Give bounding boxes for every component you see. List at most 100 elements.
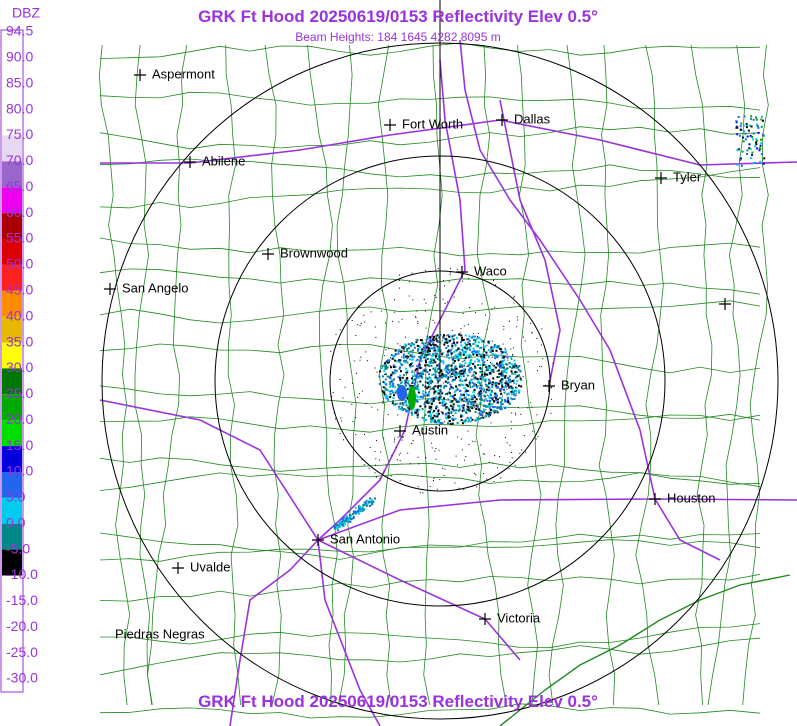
echo-pixel [428,405,431,408]
echo-pixel [484,380,487,383]
echo-pixel [466,408,469,411]
echo-pixel [443,386,446,389]
legend-swatch [2,549,22,576]
echo-pixel [458,408,461,411]
echo-pixel [422,370,425,373]
echo-pixel [375,464,376,466]
echo-pixel [474,396,476,399]
echo-pixel [515,364,518,367]
echo-pixel [465,400,468,402]
echo-pixel [452,368,455,371]
echo-pixel [461,394,464,397]
echo-pixel [451,371,454,374]
echo-pixel [471,401,474,404]
echo-pixel [461,398,464,401]
echo-pixel [368,467,370,469]
county-line [598,44,616,706]
echo-pixel [384,361,387,364]
echo-pixel [375,458,377,460]
echo-pixel [353,360,355,362]
echo-pixel [406,357,409,360]
echo-pixel [434,354,437,357]
echo-pixel [491,398,494,401]
echo-pixel [430,357,433,360]
echo-pixel [363,314,365,316]
county-line [99,573,761,602]
echo-pixel [507,359,509,361]
echo-pixel [379,370,382,373]
county-line [690,44,713,706]
echo-pixel [479,367,482,370]
echo-pixel [496,398,499,401]
echo-pixel [480,444,482,446]
echo-pixel [360,507,363,510]
legend-label: 5.0 [6,489,26,505]
echo-pixel [448,413,450,415]
echo-pixel [430,361,432,363]
echo-pixel [417,348,420,350]
echo-pixel [374,367,376,369]
echo-pixel [441,352,444,355]
echo-pixel [378,459,380,461]
echo-pixel [416,410,419,413]
echo-pixel [350,518,353,520]
echo-pixel [500,401,503,403]
echo-pixel [486,345,488,347]
echo-pixel [464,380,466,382]
echo-pixel [487,369,489,372]
echo-pixel [500,378,503,381]
echo-pixel [432,373,434,375]
echo-pixel [421,348,424,351]
echo-pixel [429,369,431,372]
echo-pixel [491,383,494,386]
echo-pixel [473,365,476,368]
echo-pixel [420,351,423,354]
echo-pixel [383,393,386,396]
echo-pixel [444,413,447,416]
echo-pixel [520,385,523,388]
echo-pixel [434,385,437,388]
echo-pixel [455,371,458,374]
echo-pixel [416,344,419,347]
echo-pixel [424,393,427,396]
echo-pixel [468,407,471,410]
echo-pixel [394,372,397,375]
echo-pixel [344,522,347,525]
echo-pixel [488,380,491,383]
echo-pixel [739,157,742,160]
echo-pixel [418,363,421,366]
echo-pixel [487,349,490,351]
echo-pixel [489,372,492,375]
echo-pixel [483,356,486,359]
echo-pixel [351,320,353,321]
echo-pixel [363,503,366,506]
legend-label: -15.0 [6,592,38,608]
echo-pixel [469,386,472,389]
echo-pixel [462,353,465,356]
echo-pixel [495,399,498,402]
echo-pixel [454,349,457,352]
city-marker [479,613,491,625]
echo-pixel [506,363,509,366]
city-marker [649,493,661,505]
echo-pixel [744,132,747,135]
echo-pixel [438,367,441,370]
echo-pixel [430,403,433,406]
echo-pixel [426,381,429,384]
echo-pixel [421,353,424,356]
echo-pixel [389,393,392,396]
echo-pixel [454,417,457,420]
echo-pixel [338,526,341,529]
footer-title: GRK Ft Hood 20250619/0153 Reflectivity E… [198,692,598,711]
echo-pixel [478,350,480,353]
echo-pixel [435,390,438,393]
echo-pixel [462,313,464,314]
echo-pixel [497,401,500,404]
echo-pixel [400,370,402,373]
echo-pixel [452,387,455,389]
echo-pixel [378,375,381,378]
echo-pixel [446,341,449,344]
echo-pixel [428,376,431,379]
echo-pixel [485,405,488,408]
echo-pixel [477,385,479,387]
